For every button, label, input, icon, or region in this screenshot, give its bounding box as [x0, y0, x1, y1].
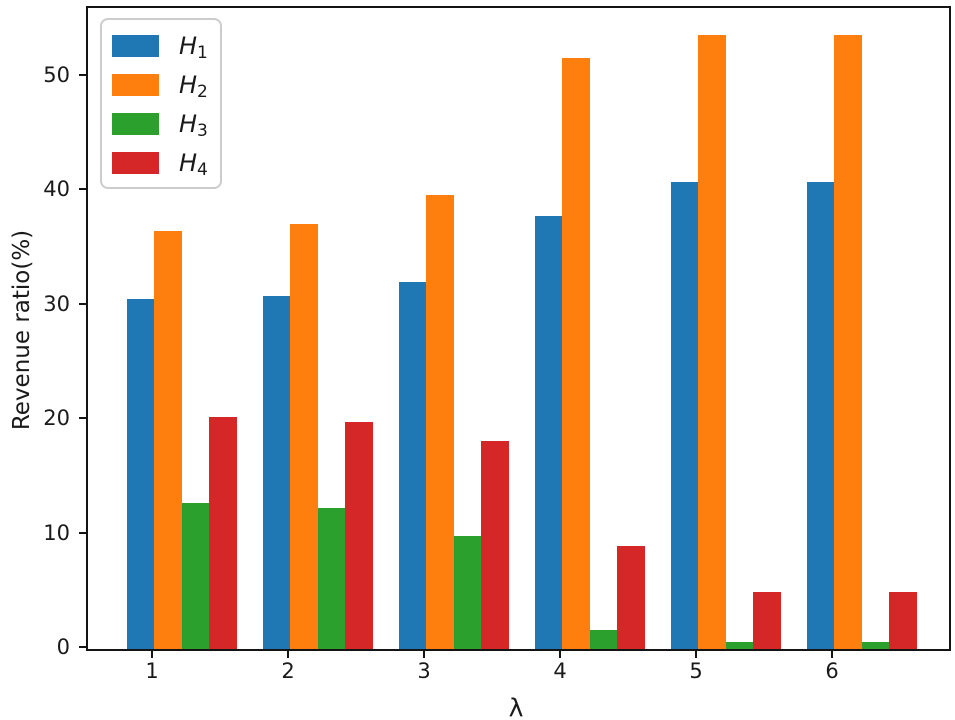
- legend-label-h2-sub: 2: [197, 81, 208, 102]
- y-tick-mark-10: [79, 531, 88, 534]
- plot-area: H1 H2 H3 H4: [86, 6, 951, 651]
- legend-label-h3-main: H: [179, 109, 198, 138]
- y-tick-mark-40: [79, 188, 88, 191]
- y-tick-mark-50: [79, 73, 88, 76]
- legend-swatch-h2: [112, 73, 159, 96]
- legend-item-h1: H1: [102, 26, 220, 65]
- bar-h4-x2: [345, 422, 373, 649]
- bar-h1-x3: [398, 281, 426, 649]
- bar-h2-x2: [290, 224, 318, 649]
- legend-label-h4-main: H: [179, 148, 198, 177]
- x-tick-label-4: 4: [553, 659, 567, 683]
- legend-label-h4: H4: [179, 148, 208, 179]
- bar-h4-x6: [889, 591, 917, 649]
- x-tick-label-3: 3: [417, 659, 431, 683]
- bar-h1-x2: [262, 296, 290, 649]
- bar-h3-x6: [861, 642, 889, 649]
- x-tick-label-2: 2: [281, 659, 295, 683]
- bar-h2-x5: [698, 35, 726, 649]
- x-tick-mark-4: [559, 649, 561, 658]
- bar-h4-x3: [481, 440, 509, 649]
- legend-swatch-h1: [112, 34, 159, 57]
- bar-h3-x1: [181, 502, 209, 649]
- legend-label-h1: H1: [179, 31, 208, 62]
- bar-h1-x4: [534, 216, 562, 649]
- legend-item-h2: H2: [102, 65, 220, 104]
- x-tick-label-1: 1: [145, 659, 159, 683]
- x-tick-label-5: 5: [689, 659, 703, 683]
- legend-swatch-h3: [112, 112, 159, 135]
- legend-swatch-h4: [112, 151, 159, 174]
- y-tick-label-0: 0: [56, 635, 70, 659]
- legend-label-h3: H3: [179, 109, 208, 140]
- legend-label-h2-main: H: [179, 70, 198, 99]
- x-tick-mark-2: [287, 649, 289, 658]
- y-tick-mark-20: [79, 417, 88, 420]
- x-tick-mark-6: [831, 649, 833, 658]
- x-tick-mark-3: [423, 649, 425, 658]
- legend-label-h1-sub: 1: [197, 42, 208, 63]
- x-tick-mark-1: [151, 649, 153, 658]
- legend-label-h3-sub: 3: [197, 120, 208, 141]
- bar-h2-x3: [426, 194, 454, 649]
- bar-h4-x1: [209, 416, 237, 649]
- y-tick-label-10: 10: [43, 520, 70, 545]
- y-tick-mark-0: [79, 646, 88, 648]
- legend-item-h3: H3: [102, 104, 220, 143]
- legend-label-h4-sub: 4: [197, 159, 208, 180]
- y-tick-mark-30: [79, 302, 88, 305]
- y-tick-label-50: 50: [43, 62, 70, 87]
- bar-h3-x2: [317, 508, 345, 649]
- bar-h2-x1: [154, 231, 182, 649]
- y-tick-label-30: 30: [43, 291, 70, 316]
- bar-h2-x4: [562, 58, 590, 649]
- x-tick-mark-5: [695, 649, 697, 658]
- bar-h3-x3: [453, 535, 481, 649]
- bar-h3-x5: [725, 642, 753, 649]
- bar-h4-x4: [617, 545, 645, 649]
- legend-label-h2: H2: [179, 70, 208, 101]
- y-axis-label: Revenue ratio(%): [9, 229, 35, 431]
- bar-h2-x6: [834, 35, 862, 649]
- x-axis-label: λ: [508, 693, 524, 720]
- legend-label-h1-main: H: [179, 31, 198, 60]
- bar-h1-x6: [806, 182, 834, 649]
- legend: H1 H2 H3 H4: [100, 18, 222, 189]
- legend-item-h4: H4: [102, 143, 220, 182]
- bar-h1-x1: [126, 298, 154, 649]
- bar-h3-x4: [589, 629, 617, 649]
- y-tick-label-20: 20: [43, 406, 70, 431]
- y-tick-label-40: 40: [43, 177, 70, 202]
- bar-h4-x5: [753, 591, 781, 649]
- x-tick-label-6: 6: [825, 659, 839, 683]
- bar-h1-x5: [670, 182, 698, 649]
